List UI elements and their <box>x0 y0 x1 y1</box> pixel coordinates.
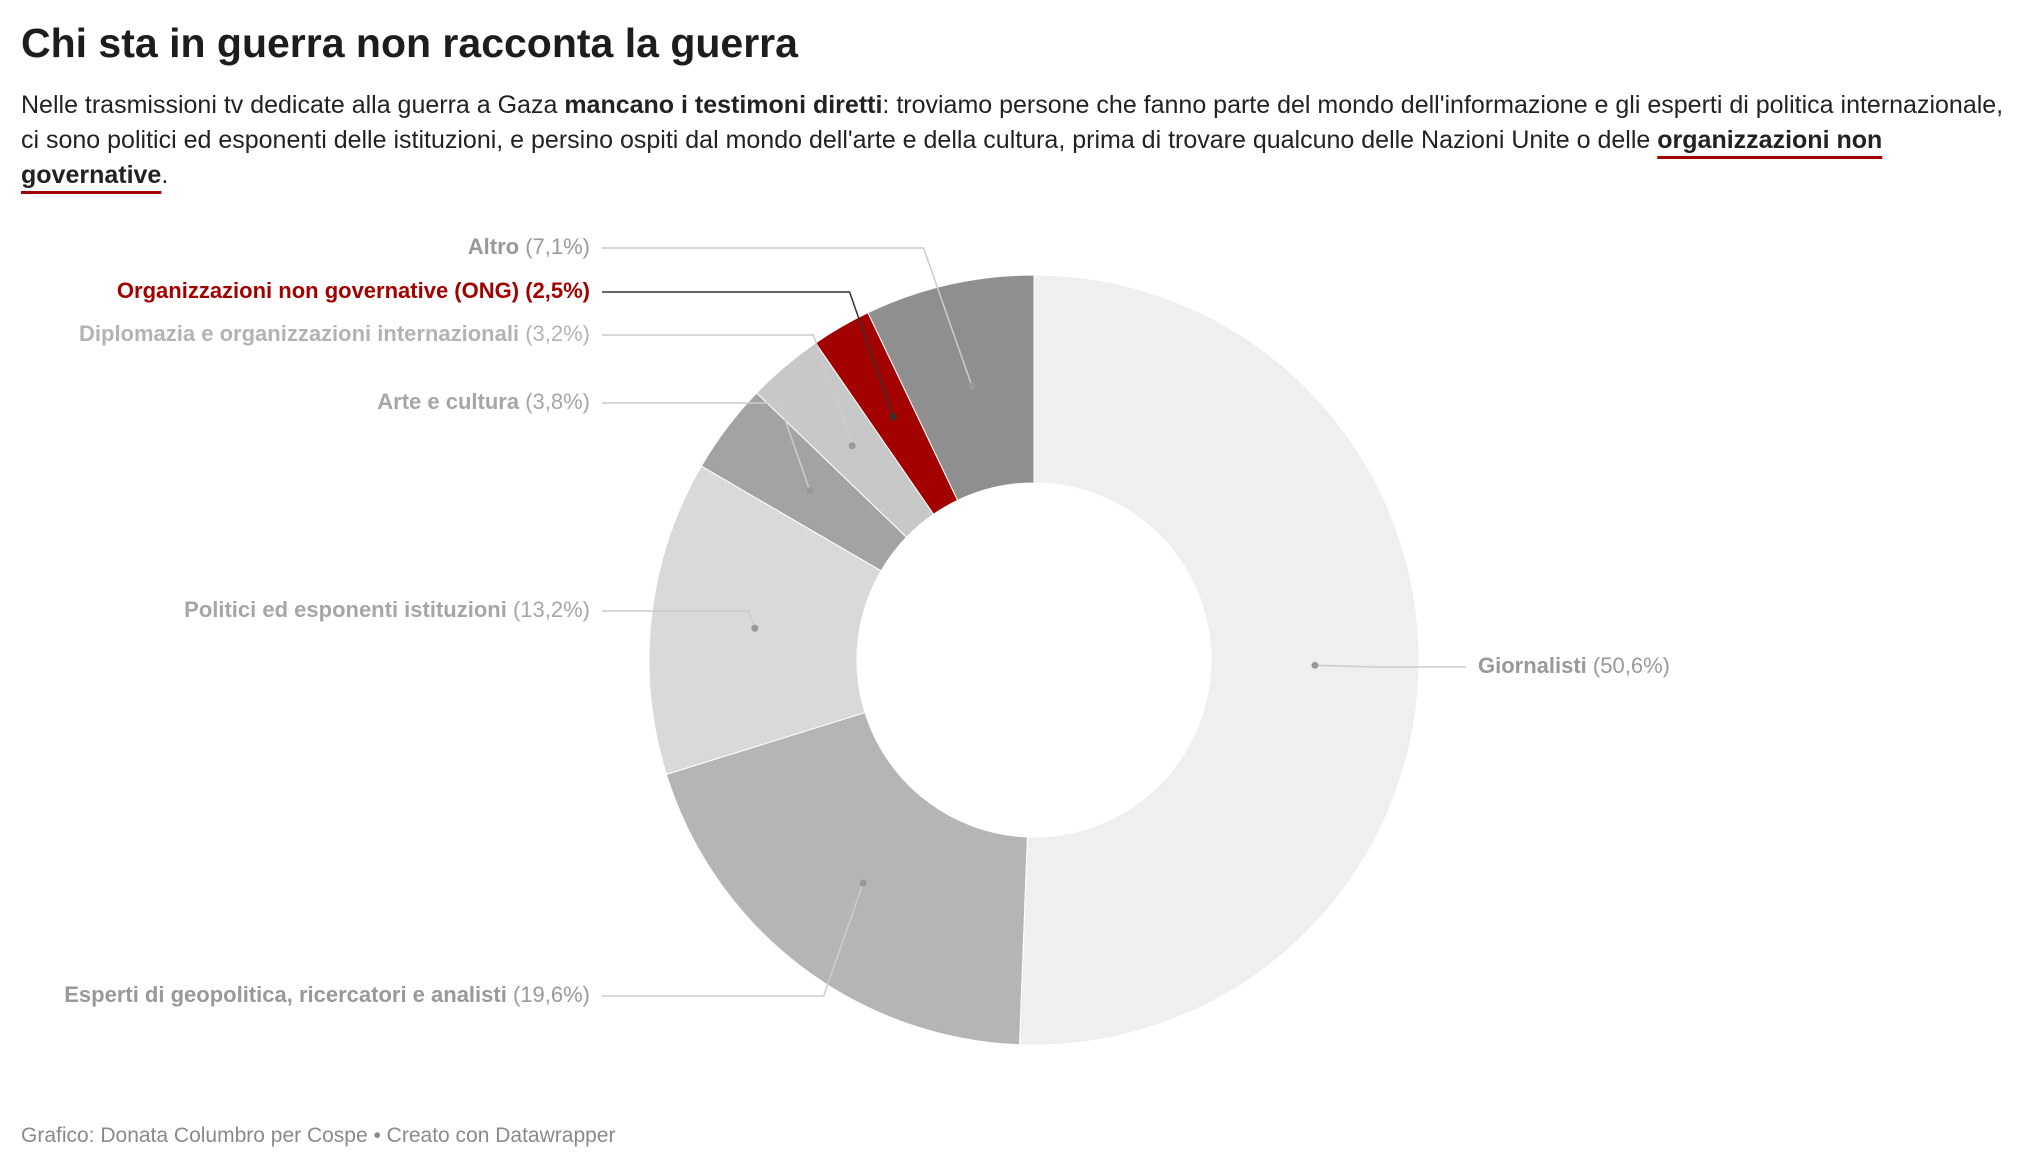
slice-label: Giornalisti (50,6%) <box>1478 653 1670 678</box>
slice <box>867 274 1035 501</box>
label-name: Giornalisti <box>1478 653 1587 678</box>
subtitle-bold: mancano i testimoni diretti <box>564 91 883 119</box>
leader-dot <box>889 413 897 421</box>
leader-dot <box>968 382 976 390</box>
label-value: (50,6%) <box>1593 653 1670 678</box>
label-value: (7,1%) <box>525 234 590 259</box>
label-name: Politici ed esponenti istituzioni <box>184 597 507 622</box>
footer: Grafico: Donata Columbro per Cospe • Cre… <box>21 1124 616 1147</box>
slice-label: Politici ed esponenti istituzioni (13,2%… <box>184 597 590 622</box>
subtitle-text: : troviamo persone che fanno parte del m… <box>21 91 2004 154</box>
slice-label: Arte e cultura (3,8%) <box>377 389 590 414</box>
leader-line <box>602 402 811 491</box>
leader-line <box>602 334 853 447</box>
slice-label: Organizzazioni non governative (ONG) (2,… <box>117 278 590 303</box>
leader-line <box>602 291 894 418</box>
subtitle-text: . <box>161 161 169 189</box>
label-value: (3,8%) <box>525 389 590 414</box>
title: Chi sta in guerra non racconta la guerra <box>21 20 798 66</box>
leader-dot <box>751 624 759 632</box>
leader-line <box>1314 664 1466 668</box>
label-name: Organizzazioni non governative (ONG) <box>117 278 519 303</box>
leader-line <box>602 610 756 629</box>
subtitle: Nelle trasmissioni tv dedicate alla guer… <box>21 88 2021 193</box>
slice <box>648 465 882 775</box>
slice-label: Altro (7,1%) <box>468 234 590 259</box>
label-name: Diplomazia e organizzazioni internaziona… <box>79 321 519 346</box>
leader-line <box>602 882 864 997</box>
leader-dot <box>1311 661 1319 669</box>
slice <box>665 711 1028 1046</box>
slices <box>648 274 1420 1046</box>
leader-line <box>602 247 973 387</box>
label-name: Arte e cultura <box>377 389 520 414</box>
subtitle-text: Nelle trasmissioni tv dedicate alla guer… <box>21 91 565 119</box>
slice-label: Diplomazia e organizzazioni internaziona… <box>79 321 590 346</box>
leader-dot <box>859 879 867 887</box>
label-value: (19,6%) <box>513 982 590 1007</box>
slice <box>1018 274 1420 1046</box>
label-name: Esperti di geopolitica, ricercatori e an… <box>64 982 507 1007</box>
label-value: (3,2%) <box>525 321 590 346</box>
label-value: (2,5%) <box>525 278 590 303</box>
subtitle-highlight: organizzazioni non governative <box>21 126 1883 189</box>
leader-dot <box>806 487 814 495</box>
slice-label: Esperti di geopolitica, ricercatori e an… <box>64 982 590 1007</box>
label-value: (13,2%) <box>513 597 590 622</box>
leader-dot <box>848 442 856 450</box>
label-name: Altro <box>468 234 519 259</box>
